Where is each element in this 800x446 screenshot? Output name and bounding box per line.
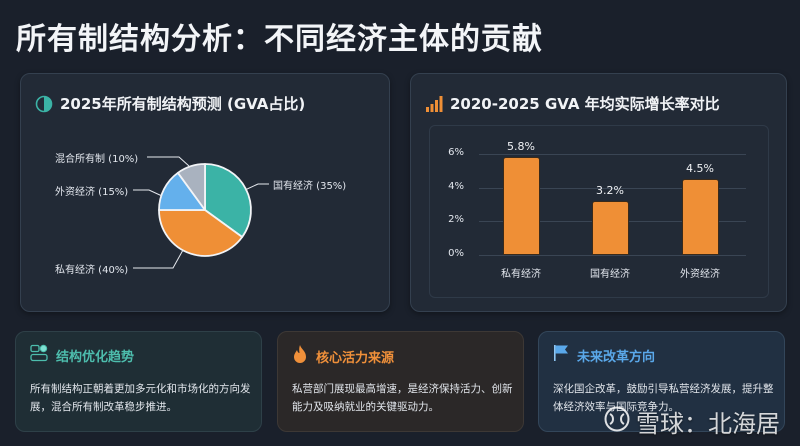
card-title: 未来改革方向 — [577, 349, 656, 365]
pie-slice-mixed — [177, 163, 206, 211]
gridline — [479, 188, 746, 189]
gridline — [479, 255, 746, 256]
pie-label-private: 私有经济 (40%) — [55, 265, 129, 276]
pie-label-state: 国有经济 (35%) — [273, 181, 347, 192]
flag-icon — [553, 344, 569, 366]
panel-title: 2020-2025 GVA 年均实际增长率对比 — [450, 95, 720, 113]
snowball-logo-icon — [604, 406, 630, 438]
card-body: 所有制结构正朝着更加多元化和市场化的方向发展，混合所有制改革稳步推进。 — [30, 383, 251, 413]
card-header: 核心活力来源 — [292, 344, 394, 368]
card-structure-trend: 结构优化趋势 所有制结构正朝着更加多元化和市场化的方向发展，混合所有制改革稳步推… — [15, 331, 262, 432]
bar-value-foreign: 4.5% — [686, 162, 714, 175]
card-title: 结构优化趋势 — [56, 349, 135, 365]
bar-state — [592, 201, 629, 255]
bar-foreign — [682, 179, 719, 255]
gridline — [479, 154, 746, 155]
pie-label-foreign: 外资经济 (15%) — [55, 187, 129, 198]
bar-chart-icon — [425, 95, 443, 112]
y-tick-2: 2% — [448, 214, 464, 225]
half-circle-icon — [35, 95, 53, 113]
pie-slice-private — [158, 209, 244, 257]
pie-label-mixed: 混合所有制 (10%) — [55, 154, 139, 165]
pie-chart — [133, 156, 269, 269]
y-tick-6: 6% — [448, 147, 464, 158]
bar-chart-area: 6% 4% 2% 0% 5.8% 3.2% 4.5% 私有经济 国有经济 外资经… — [429, 125, 769, 298]
x-label-foreign: 外资经济 — [680, 269, 720, 280]
panel-title: 2025年所有制结构预测 (GVA占比) — [60, 95, 306, 113]
x-label-state: 国有经济 — [590, 269, 630, 280]
panel-header: 2020-2025 GVA 年均实际增长率对比 — [425, 93, 720, 114]
bar-private — [503, 157, 540, 255]
growth-rate-panel: 2020-2025 GVA 年均实际增长率对比 6% 4% 2% 0% 5.8%… — [410, 73, 787, 312]
card-title: 核心活力来源 — [316, 350, 395, 366]
bar-value-state: 3.2% — [596, 184, 624, 197]
y-tick-4: 4% — [448, 181, 464, 192]
bar-value-private: 5.8% — [507, 140, 535, 153]
card-header: 未来改革方向 — [553, 344, 655, 366]
panel-header: 2025年所有制结构预测 (GVA占比) — [35, 93, 305, 114]
x-label-private: 私有经济 — [501, 269, 541, 280]
page-title: 所有制结构分析：不同经济主体的贡献 — [16, 22, 543, 57]
card-core-vitality: 核心活力来源 私营部门展现最高增速，是经济保持活力、创新能力及吸纳就业的关键驱动… — [277, 331, 524, 432]
card-header: 结构优化趋势 — [30, 344, 134, 366]
card-body: 私营部门展现最高增速，是经济保持活力、创新能力及吸纳就业的关键驱动力。 — [292, 383, 513, 413]
watermark-text: 雪球：北海居 — [636, 410, 780, 438]
card-reform-direction: 未来改革方向 深化国企改革，鼓励引导私营经济发展，提升整体经济效率与国际竞争力。 — [538, 331, 785, 432]
ownership-structure-panel: 2025年所有制结构预测 (GVA占比) 国有经济 (35%) 私有经济 (40… — [20, 73, 390, 312]
flame-icon — [292, 344, 308, 368]
structure-toggle-icon — [30, 344, 48, 366]
y-tick-0: 0% — [448, 248, 464, 259]
watermark: 雪球：北海居 — [604, 404, 780, 439]
